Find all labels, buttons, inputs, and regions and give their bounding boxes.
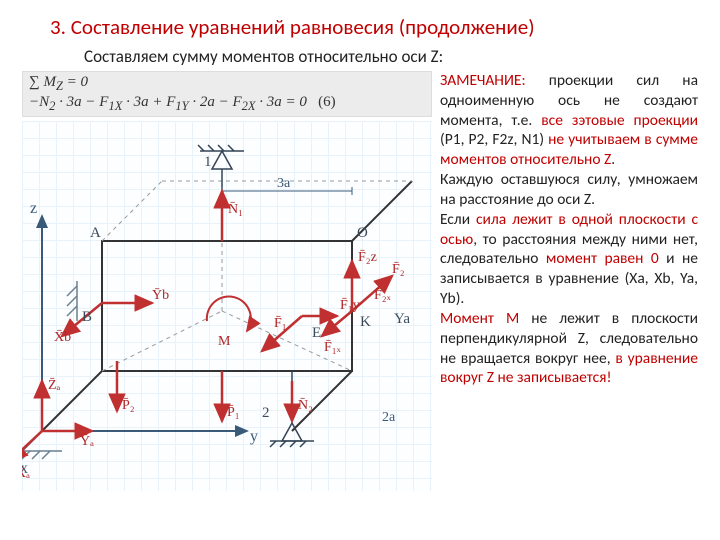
equation-box: ∑ MZ = 0 −N2 · 3a − F1X · 3a + F1Y · 2a …: [22, 71, 432, 117]
lbl-O: O: [357, 225, 368, 241]
left-column: ∑ MZ = 0 −N 2 · 3a − F1X · 3a + F1Y · 2a …: [22, 71, 432, 491]
lbl-Xa: X̄ₐ: [22, 465, 30, 481]
lbl-A: A: [90, 225, 101, 241]
eq-number: (6): [318, 94, 336, 110]
eq-eq0: = 0: [63, 74, 88, 90]
lbl-F2x: F̄₂ₓ: [374, 287, 392, 303]
p4a: Момент M: [440, 309, 519, 328]
lbl-F1: F̄₁: [274, 315, 287, 331]
eq-f2x: 2X: [242, 99, 256, 113]
lbl-Xb: X̄b: [54, 329, 71, 345]
lbl-B: B: [82, 309, 92, 325]
p1c: все зэтовые проекции: [541, 111, 698, 130]
lbl-2: 2: [262, 405, 270, 421]
eq-t3: · 2a − F: [189, 94, 242, 110]
lbl-F1y: F̄₁y: [340, 297, 360, 313]
p1d: (P1, P2, F2z, N1): [440, 130, 548, 149]
p3a: Если: [440, 210, 476, 229]
lbl-E: E: [312, 325, 321, 341]
lbl-Ya2: Ya: [394, 311, 410, 327]
lbl-M: M: [218, 334, 231, 349]
lbl-K: K: [360, 314, 371, 330]
note-heading: ЗАМЕЧАНИЕ:: [440, 71, 526, 90]
eq-sigma: ∑ M: [29, 74, 56, 90]
lbl-N1: N̄₁: [228, 201, 243, 217]
lbl-P1: P̄₁: [227, 404, 240, 420]
axis-y-label: y: [250, 428, 258, 445]
lbl-Ya: Ȳₐ: [80, 433, 94, 449]
eq-t2: · 3a + F: [122, 94, 175, 110]
lbl-1: 1: [204, 154, 212, 170]
dim-2a: 2a: [382, 410, 396, 425]
lbl-F1x: F̄₁ₓ: [324, 339, 342, 355]
lbl-F2z: F̄₂z: [358, 249, 377, 265]
eq-sub-z: Z: [56, 79, 63, 93]
eq-t0: −N: [29, 94, 49, 110]
page-subtitle: Составляем сумму моментов относительно о…: [22, 46, 698, 67]
lbl-N2: N̄₂: [298, 397, 313, 413]
p3d: момент равен 0: [546, 249, 659, 268]
content-row: ∑ MZ = 0 −N 2 · 3a − F1X · 3a + F1Y · 2a …: [22, 71, 698, 491]
eq-t4: · 3a = 0: [256, 94, 307, 110]
page-title: 3. Составление уравнений равновесия (про…: [22, 14, 698, 40]
eq-f1x: 1X: [108, 99, 122, 113]
axis-z-label: z: [30, 200, 37, 217]
notes-column: ЗАМЕЧАНИЕ: проекции сил на одноименную о…: [440, 71, 698, 491]
eq-f1y: 1Y: [175, 99, 188, 113]
eq-t1: · 3a − F: [55, 94, 108, 110]
lbl-Yb: Ȳb: [152, 287, 169, 303]
lbl-F2: F̄₂: [392, 261, 405, 277]
lbl-Za: Z̄ₐ: [48, 377, 61, 393]
p2: Каждую оставшуюся силу, умножаем на расс…: [440, 170, 698, 209]
p1f: .: [611, 150, 615, 169]
lbl-P2: P̄₂: [122, 397, 135, 413]
dim-3a: 3a: [277, 176, 291, 191]
mechanics-diagram: z y x: [22, 121, 432, 491]
